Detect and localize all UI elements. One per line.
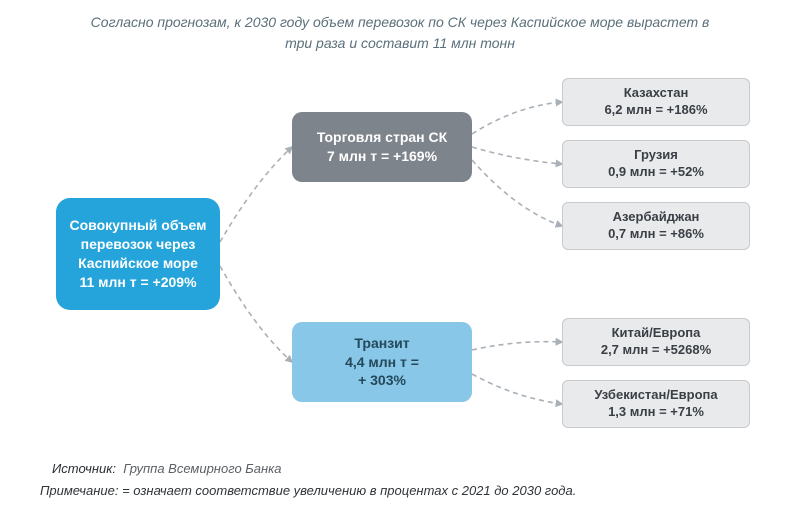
mid-trade-value: 7 млн т = +169% <box>327 147 437 166</box>
leaf-georgia-value: 0,9 млн = +52% <box>608 164 704 181</box>
mid-trade-label: Торговля стран СК <box>317 128 447 147</box>
leaf-georgia-label: Грузия <box>634 147 678 164</box>
leaf-georgia: Грузия 0,9 млн = +52% <box>562 140 750 188</box>
title-line2: три раза и составит 11 млн тонн <box>285 35 515 51</box>
title-line1: Согласно прогнозам, к 2030 году объем пе… <box>91 14 710 30</box>
leaf-kazakhstan-value: 6,2 млн = +186% <box>604 102 707 119</box>
footer-note: Примечание: = означает соответствие увел… <box>40 483 576 498</box>
root-value: 11 млн т = +209% <box>79 273 196 292</box>
connector-edge <box>472 374 562 404</box>
connector-edge <box>220 266 292 362</box>
mid-node-trade: Торговля стран СК 7 млн т = +169% <box>292 112 472 182</box>
leaf-uzbekistan-europe-label: Узбекистан/Европа <box>594 387 717 404</box>
leaf-china-europe: Китай/Европа 2,7 млн = +5268% <box>562 318 750 366</box>
footer-source-label: Источник: <box>52 461 116 476</box>
footer-source-value: Группа Всемирного Банка <box>123 461 281 476</box>
root-node: Совокупный объем перевозок через Каспийс… <box>56 198 220 310</box>
leaf-china-europe-label: Китай/Европа <box>612 325 701 342</box>
mid-transit-label: Транзит <box>354 334 409 353</box>
connector-edge <box>472 160 562 226</box>
connector-edge <box>472 147 562 164</box>
root-label: Совокупный объем перевозок через Каспийс… <box>56 216 220 273</box>
leaf-uzbekistan-europe: Узбекистан/Европа 1,3 млн = +71% <box>562 380 750 428</box>
leaf-azerbaijan-label: Азербайджан <box>613 209 700 226</box>
mid-transit-value: 4,4 млн т =+ 303% <box>345 353 419 391</box>
connector-edge <box>220 147 292 242</box>
leaf-kazakhstan-label: Казахстан <box>624 85 689 102</box>
leaf-china-europe-value: 2,7 млн = +5268% <box>601 342 711 359</box>
chart-title: Согласно прогнозам, к 2030 году объем пе… <box>60 12 740 54</box>
leaf-azerbaijan: Азербайджан 0,7 млн = +86% <box>562 202 750 250</box>
footer-source: Источник: Группа Всемирного Банка <box>52 461 282 476</box>
leaf-kazakhstan: Казахстан 6,2 млн = +186% <box>562 78 750 126</box>
leaf-uzbekistan-europe-value: 1,3 млн = +71% <box>608 404 704 421</box>
connector-edge <box>472 102 562 134</box>
connector-edge <box>472 342 562 350</box>
mid-node-transit: Транзит 4,4 млн т =+ 303% <box>292 322 472 402</box>
leaf-azerbaijan-value: 0,7 млн = +86% <box>608 226 704 243</box>
